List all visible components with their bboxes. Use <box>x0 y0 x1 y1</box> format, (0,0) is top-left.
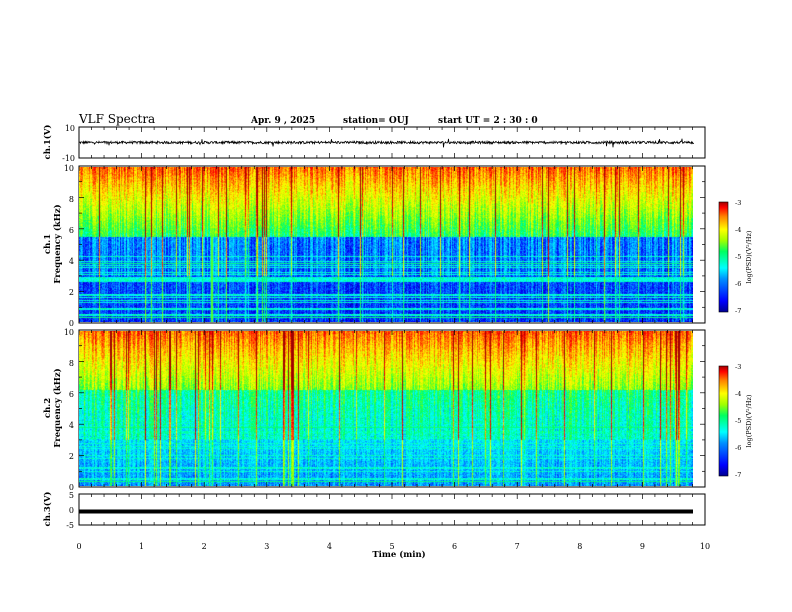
ch1-ytick-top: 10 <box>65 124 75 133</box>
figure-title: VLF Spectra <box>78 112 155 126</box>
ch1-cb-tick-m4: -4 <box>735 226 741 234</box>
time-tick-label: 4 <box>327 542 332 551</box>
ch3-ytick-top: 5 <box>69 491 74 500</box>
ch2-spectrogram-panel: 0 2 4 6 8 10 ch.2 Frequency (kHz) -3 -4 … <box>43 328 753 492</box>
ch2-cb-tick-m5: -5 <box>735 417 741 425</box>
ch1-freq-tick-4: 4 <box>69 257 74 266</box>
ch1-frequency-ylabel: Frequency (kHz) <box>52 204 63 283</box>
station-label: station= OUJ <box>343 116 409 126</box>
ch1-spectrogram-panel: 0 2 4 6 8 10 ch.1 Frequency (kHz) -3 -4 … <box>43 164 753 328</box>
ch1-cb-tick-m3: -3 <box>735 199 741 207</box>
start-time-label: start UT = 2 : 30 : 0 <box>438 116 538 126</box>
ch2-freq-tick-10: 10 <box>64 328 74 337</box>
ch1-freq-tick-2: 2 <box>69 288 74 297</box>
time-tick-label: 1 <box>139 542 144 551</box>
ch2-colorbar <box>718 365 729 477</box>
ch3-waveform-panel: 5 0 -5 ch.3(V) <box>42 491 706 530</box>
date-label: Apr. 9 , 2025 <box>250 116 315 126</box>
ch2-spectrogram-ticks <box>78 329 706 488</box>
ch1-freq-tick-8: 8 <box>69 195 74 204</box>
ch1-colorbar-label: log(PSD)(V²/Hz) <box>745 230 753 283</box>
ch2-cb-tick-m6: -6 <box>735 444 741 452</box>
time-tick-label: 7 <box>515 542 520 551</box>
ch2-freq-tick-6: 6 <box>69 390 74 399</box>
time-tick-label: 9 <box>640 542 645 551</box>
ch2-freq-tick-4: 4 <box>69 421 74 430</box>
ch1-spectrogram-ylabel: ch.1 <box>43 234 53 254</box>
ch1-freq-tick-6: 6 <box>69 226 74 235</box>
time-tick-label: 3 <box>264 542 269 551</box>
time-tick-label: 5 <box>389 542 394 551</box>
ch2-frequency-ylabel: Frequency (kHz) <box>52 368 63 447</box>
ch1-waveform-ticks <box>78 127 706 158</box>
ch2-freq-tick-2: 2 <box>69 452 74 461</box>
ch1-freq-tick-10: 10 <box>64 164 74 173</box>
ch3-waveform-ylabel: ch.3(V) <box>42 492 53 527</box>
ch3-ytick-mid: 0 <box>69 506 74 515</box>
time-axis: 0 1 2 3 4 5 6 7 8 9 10 <box>76 542 710 551</box>
time-tick-label: 8 <box>577 542 582 551</box>
ch3-ytick-bottom: -5 <box>66 521 74 530</box>
ch1-freq-tick-0: 0 <box>69 319 74 328</box>
ch2-cb-tick-m7: -7 <box>735 471 741 479</box>
ch2-spectrogram-ylabel: ch.2 <box>43 398 53 418</box>
ch1-colorbar <box>718 201 729 313</box>
ch2-cb-tick-m3: -3 <box>735 363 741 371</box>
ch2-colorbar-label: log(PSD)(V²/Hz) <box>745 394 753 447</box>
ch1-cb-tick-m6: -6 <box>735 280 741 288</box>
ch1-cb-tick-m5: -5 <box>735 253 741 261</box>
ch1-waveform-ylabel: ch.1(V) <box>42 125 53 160</box>
ch2-spectrogram-image <box>79 331 693 486</box>
time-tick-label: 10 <box>700 542 710 551</box>
ch1-cb-tick-m7: -7 <box>735 307 741 315</box>
ch2-cb-tick-m4: -4 <box>735 390 741 398</box>
ch1-ytick-bottom: -10 <box>62 154 75 163</box>
ch1-waveform-trace <box>78 138 695 148</box>
time-axis-label: Time (min) <box>372 549 425 560</box>
time-tick-label: 2 <box>202 542 207 551</box>
ch1-waveform-panel: 10 -10 ch.1(V) <box>42 124 706 163</box>
ch3-waveform-ticks <box>78 494 706 525</box>
ch1-spectrogram-image <box>79 167 693 322</box>
time-tick-label: 6 <box>452 542 457 551</box>
time-tick-label: 0 <box>76 542 81 551</box>
ch1-spectrogram-ticks <box>78 165 706 324</box>
ch2-freq-tick-8: 8 <box>69 359 74 368</box>
ch2-freq-tick-0: 0 <box>69 483 74 492</box>
